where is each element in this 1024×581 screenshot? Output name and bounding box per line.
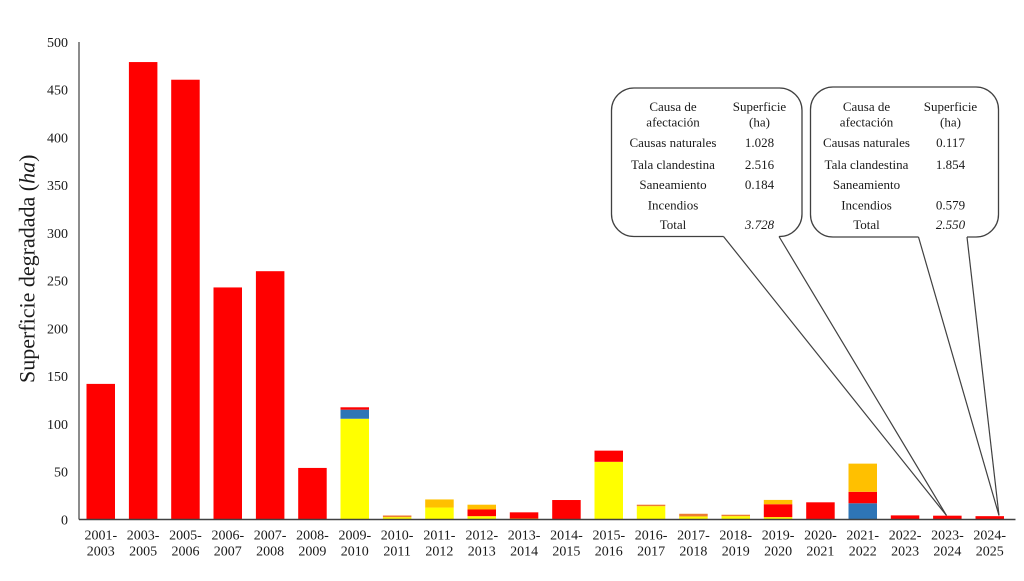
svg-text:2007-: 2007- — [254, 529, 287, 544]
svg-text:150: 150 — [47, 370, 68, 385]
svg-text:Total: Total — [853, 217, 880, 232]
svg-text:1.028: 1.028 — [745, 135, 774, 150]
svg-text:500: 500 — [47, 36, 68, 51]
svg-text:450: 450 — [47, 84, 68, 99]
svg-text:2.550: 2.550 — [936, 217, 966, 232]
svg-text:1.854: 1.854 — [936, 157, 966, 172]
svg-text:2005: 2005 — [129, 545, 157, 560]
svg-text:2011-: 2011- — [423, 529, 455, 544]
svg-text:2020-: 2020- — [804, 529, 837, 544]
svg-text:50: 50 — [54, 466, 68, 481]
svg-text:2022: 2022 — [849, 545, 877, 560]
svg-text:2023: 2023 — [891, 545, 919, 560]
svg-text:afectación: afectación — [646, 115, 700, 130]
svg-text:Incendios: Incendios — [841, 198, 892, 213]
svg-text:2005-: 2005- — [169, 529, 202, 544]
svg-text:0: 0 — [61, 513, 68, 528]
svg-text:2024-: 2024- — [973, 529, 1006, 544]
svg-text:2003-: 2003- — [127, 529, 160, 544]
svg-text:400: 400 — [47, 131, 68, 146]
svg-text:2006: 2006 — [172, 545, 200, 560]
svg-text:200: 200 — [47, 322, 68, 337]
svg-text:0.579: 0.579 — [936, 198, 965, 213]
svg-text:2010: 2010 — [341, 545, 369, 560]
svg-text:3.728: 3.728 — [744, 217, 775, 232]
svg-text:2021: 2021 — [806, 545, 834, 560]
svg-text:2012: 2012 — [425, 545, 453, 560]
svg-text:2010-: 2010- — [381, 529, 414, 544]
svg-text:2017-: 2017- — [677, 529, 710, 544]
svg-text:2014-: 2014- — [550, 529, 583, 544]
svg-text:2016: 2016 — [595, 545, 623, 560]
svg-text:2009-: 2009- — [338, 529, 371, 544]
svg-text:2025: 2025 — [976, 545, 1004, 560]
svg-text:350: 350 — [47, 179, 68, 194]
svg-text:Saneamiento: Saneamiento — [639, 177, 706, 192]
svg-text:2023-: 2023- — [931, 529, 964, 544]
svg-text:Tala clandestina: Tala clandestina — [825, 157, 909, 172]
svg-text:2012-: 2012- — [465, 529, 498, 544]
svg-text:2014: 2014 — [510, 545, 538, 560]
svg-text:0.117: 0.117 — [936, 135, 965, 150]
svg-text:2007: 2007 — [214, 545, 242, 560]
svg-text:2016-: 2016- — [635, 529, 668, 544]
svg-text:2009: 2009 — [298, 545, 326, 560]
svg-text:2015-: 2015- — [592, 529, 625, 544]
svg-text:2018-: 2018- — [719, 529, 752, 544]
svg-text:2020: 2020 — [764, 545, 792, 560]
svg-text:2019-: 2019- — [762, 529, 795, 544]
svg-text:2019: 2019 — [722, 545, 750, 560]
svg-text:2018: 2018 — [679, 545, 707, 560]
svg-text:2008: 2008 — [256, 545, 284, 560]
svg-text:Incendios: Incendios — [648, 198, 699, 213]
svg-text:Causas naturales: Causas naturales — [823, 135, 910, 150]
svg-text:Causas naturales: Causas naturales — [629, 135, 716, 150]
svg-text:250: 250 — [47, 275, 68, 290]
svg-text:100: 100 — [47, 418, 68, 433]
svg-text:2011: 2011 — [383, 545, 410, 560]
svg-text:2003: 2003 — [87, 545, 115, 560]
svg-text:Saneamiento: Saneamiento — [833, 177, 900, 192]
svg-text:Total: Total — [660, 217, 687, 232]
svg-text:2022-: 2022- — [889, 529, 922, 544]
svg-text:0.184: 0.184 — [745, 177, 775, 192]
svg-text:2006-: 2006- — [211, 529, 244, 544]
svg-text:2015: 2015 — [552, 545, 580, 560]
svg-text:300: 300 — [47, 227, 68, 242]
svg-text:afectación: afectación — [840, 115, 894, 130]
svg-text:Tala clandestina: Tala clandestina — [631, 157, 715, 172]
svg-text:Causa de: Causa de — [649, 99, 697, 114]
svg-text:2008-: 2008- — [296, 529, 329, 544]
svg-text:Superficie: Superficie — [733, 99, 787, 114]
svg-text:2001-: 2001- — [84, 529, 117, 544]
svg-text:2021-: 2021- — [846, 529, 879, 544]
svg-text:(ha): (ha) — [940, 115, 961, 130]
svg-text:2013-: 2013- — [508, 529, 541, 544]
svg-text:2024: 2024 — [933, 545, 961, 560]
svg-text:2013: 2013 — [468, 545, 496, 560]
svg-text:2017: 2017 — [637, 545, 665, 560]
svg-text:Superficie: Superficie — [924, 99, 978, 114]
svg-text:Causa de: Causa de — [843, 99, 891, 114]
svg-text:2.516: 2.516 — [745, 157, 775, 172]
svg-text:(ha): (ha) — [749, 115, 770, 130]
svg-text:Superficie degradada (ha): Superficie degradada (ha) — [14, 155, 39, 383]
